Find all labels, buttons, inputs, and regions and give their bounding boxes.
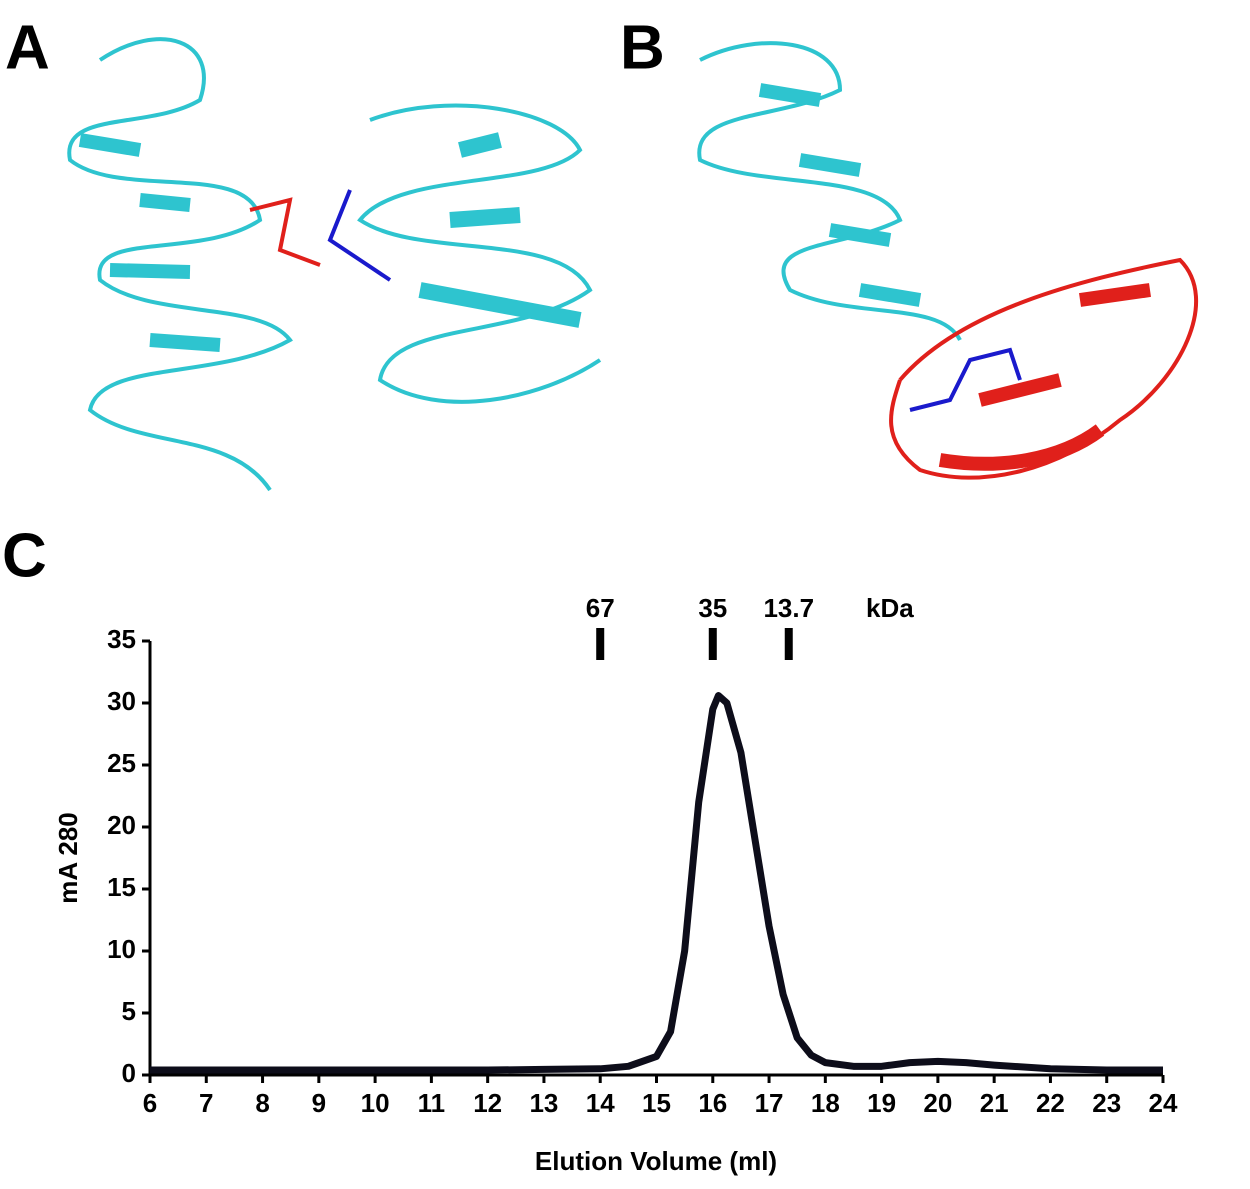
panel-label: A: [5, 13, 50, 82]
protein-a: [67, 37, 602, 492]
size-marker: [596, 628, 605, 660]
x-tick-label: 20: [923, 1088, 952, 1118]
protein-b: [697, 41, 1199, 480]
y-tick-label: 20: [107, 810, 136, 840]
y-tick-label: 15: [107, 872, 136, 902]
x-tick-label: 22: [1036, 1088, 1065, 1118]
x-tick-label: 16: [698, 1088, 727, 1118]
size-marker-label: 35: [698, 593, 727, 623]
x-tick-label: 10: [361, 1088, 390, 1118]
x-tick-label: 9: [312, 1088, 326, 1118]
x-tick-label: 8: [255, 1088, 269, 1118]
y-tick-label: 5: [122, 996, 136, 1026]
size-marker: [784, 628, 793, 660]
size-marker-label: 13.7: [763, 593, 814, 623]
x-tick-label: 17: [755, 1088, 784, 1118]
y-tick-label: 0: [122, 1058, 136, 1088]
y-tick-label: 30: [107, 686, 136, 716]
size-marker-label: 67: [586, 593, 615, 623]
x-tick-label: 6: [143, 1088, 157, 1118]
x-tick-label: 7: [199, 1088, 213, 1118]
y-tick-label: 10: [107, 934, 136, 964]
x-tick-label: 19: [867, 1088, 896, 1118]
y-axis-label: mA 280: [53, 812, 83, 904]
x-tick-label: 13: [529, 1088, 558, 1118]
x-axis-label: Elution Volume (ml): [535, 1146, 777, 1176]
x-tick-label: 21: [980, 1088, 1009, 1118]
x-tick-label: 14: [586, 1088, 615, 1118]
y-tick-label: 25: [107, 748, 136, 778]
x-tick-label: 11: [418, 1088, 446, 1118]
x-tick-label: 15: [642, 1088, 671, 1118]
panel-label: C: [2, 521, 47, 590]
y-tick-label: 35: [107, 624, 136, 654]
x-tick-label: 24: [1149, 1088, 1178, 1118]
x-tick-label: 12: [473, 1088, 502, 1118]
line: [150, 692, 1163, 1074]
size-marker: [708, 628, 717, 660]
x-tick-label: 18: [811, 1088, 840, 1118]
panel-label: B: [620, 13, 665, 82]
x-tick-label: 23: [1092, 1088, 1121, 1118]
marker-unit: kDa: [866, 593, 914, 623]
